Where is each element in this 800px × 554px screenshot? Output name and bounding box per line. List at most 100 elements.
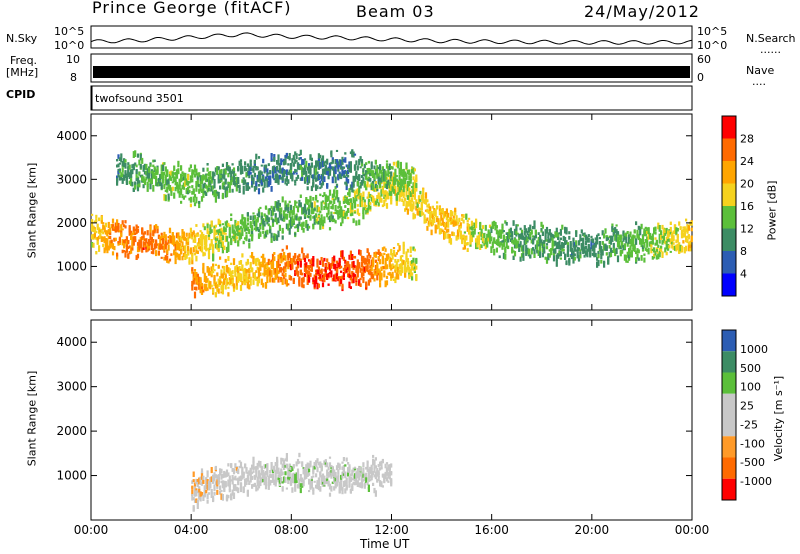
- heat-cell: [512, 242, 515, 245]
- heat-cell: [295, 259, 298, 264]
- heat-cell: [321, 160, 325, 168]
- heat-cell: [347, 174, 350, 178]
- heat-cell: [276, 222, 279, 225]
- heat-cell: [377, 193, 380, 199]
- heat-cell: [447, 224, 450, 228]
- heat-cell: [348, 254, 351, 260]
- heat-cell: [121, 249, 124, 254]
- heat-cell: [609, 249, 613, 253]
- heat-cell: [287, 207, 290, 210]
- heat-cell: [347, 164, 350, 169]
- heat-cell: [328, 492, 332, 497]
- heat-cell: [107, 245, 110, 251]
- heat-cell: [223, 266, 226, 273]
- heat-cell: [253, 259, 256, 262]
- colorbar-swatch: [722, 273, 736, 296]
- heat-cell: [174, 171, 177, 176]
- heat-cell: [262, 272, 265, 276]
- heat-cell: [362, 168, 365, 173]
- heat-cell: [159, 239, 162, 246]
- heat-cell: [394, 178, 397, 183]
- heat-cell: [299, 157, 302, 160]
- heat-cell: [294, 485, 297, 492]
- heat-cell: [99, 235, 102, 239]
- heat-cell: [545, 226, 549, 234]
- heat-cell: [306, 182, 309, 185]
- heat-cell: [647, 247, 650, 255]
- heat-cell: [287, 468, 290, 475]
- heat-cell: [264, 165, 268, 172]
- heat-cell: [316, 480, 319, 484]
- heat-cell: [348, 264, 351, 271]
- heat-cell: [338, 279, 341, 287]
- heat-cell: [387, 476, 390, 479]
- heat-cell: [213, 181, 216, 189]
- heat-cell: [116, 252, 119, 257]
- heat-cell: [241, 474, 244, 480]
- heat-cell: [607, 256, 610, 260]
- heat-cell: [362, 191, 365, 198]
- heat-cell: [245, 168, 248, 171]
- heat-cell: [395, 161, 398, 168]
- heat-cell: [319, 486, 322, 492]
- noise-line: [90, 32, 693, 45]
- velocity-ylabel: Slant Range [km]: [25, 370, 39, 467]
- heat-cell: [255, 153, 258, 160]
- heat-cell: [242, 186, 245, 193]
- heat-cell: [178, 192, 181, 198]
- heat-cell: [334, 186, 337, 190]
- heat-cell: [252, 466, 255, 471]
- heat-cell: [281, 173, 284, 177]
- heat-cell: [366, 168, 369, 171]
- heat-cell: [216, 479, 219, 487]
- heat-cell: [384, 248, 387, 252]
- heat-cell: [353, 466, 357, 469]
- heat-cell: [308, 259, 311, 262]
- heat-cell: [673, 224, 677, 229]
- heat-cell: [291, 173, 294, 179]
- heat-cell: [305, 464, 308, 468]
- heat-cell: [572, 237, 575, 245]
- heat-cell: [305, 170, 308, 174]
- heat-cell: [266, 466, 269, 473]
- heat-cell: [206, 266, 209, 271]
- heat-cell: [310, 210, 313, 214]
- heat-cell: [338, 481, 341, 485]
- heat-cell: [225, 223, 229, 228]
- heat-cell: [271, 212, 275, 216]
- heat-cell: [344, 472, 347, 479]
- heat-cell: [246, 269, 249, 273]
- heat-cell: [260, 219, 263, 223]
- heat-cell: [214, 240, 217, 243]
- heat-cell: [342, 466, 345, 474]
- heat-cell: [315, 473, 318, 478]
- beam-title: Beam 03: [356, 2, 435, 21]
- heat-cell: [274, 462, 277, 466]
- heat-cell: [347, 267, 350, 270]
- heat-cell: [412, 246, 415, 250]
- heat-cell: [383, 168, 386, 174]
- heat-cell: [277, 200, 280, 207]
- heat-cell: [333, 477, 336, 484]
- heat-cell: [365, 477, 368, 484]
- heat-cell: [539, 245, 542, 252]
- heat-cell: [203, 284, 206, 288]
- heat-cell: [395, 265, 398, 272]
- heat-cell: [356, 267, 359, 272]
- heat-cell: [232, 167, 236, 172]
- heat-cell: [284, 471, 287, 476]
- heat-cell: [374, 457, 377, 461]
- heat-cell: [223, 271, 226, 275]
- heat-cell: [205, 486, 208, 490]
- heat-cell: [141, 236, 144, 241]
- heat-cell: [384, 170, 387, 176]
- heat-cell: [299, 216, 302, 220]
- heat-cell: [381, 256, 384, 263]
- heat-cell: [387, 168, 390, 175]
- heat-cell: [306, 253, 309, 259]
- heat-cell: [448, 234, 451, 239]
- heat-cell: [562, 242, 565, 247]
- heat-cell: [612, 229, 615, 232]
- heat-cell: [193, 173, 197, 178]
- heat-cell: [159, 243, 162, 250]
